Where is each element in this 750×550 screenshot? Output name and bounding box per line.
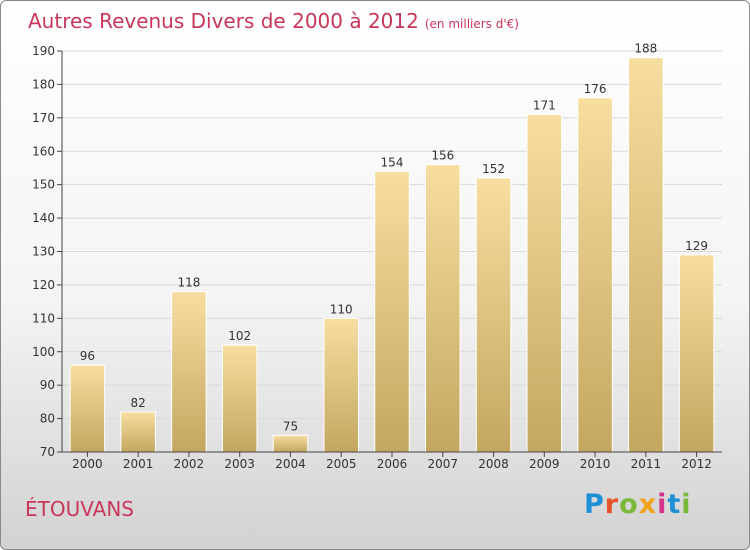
data-label: 171 [533, 98, 556, 112]
x-tick-label: 2008 [478, 457, 509, 471]
bar-2007 [425, 164, 461, 453]
bar-2003 [221, 344, 258, 453]
bar-2001 [120, 411, 156, 453]
bar-2005 [323, 317, 359, 453]
data-label: 75 [283, 419, 298, 433]
bar-2010 [577, 97, 613, 453]
data-label: 96 [80, 349, 95, 363]
data-label: 156 [431, 149, 454, 163]
y-tick-label: 100 [32, 345, 55, 359]
bars-group: 96 82 118 102 75 110 154 156 152 171 176 188 129 [69, 42, 715, 453]
data-label: 188 [634, 42, 657, 56]
x-tick-label: 2011 [631, 457, 662, 471]
data-label: 176 [584, 82, 607, 96]
bar-2008 [475, 177, 512, 453]
logo-letter: r [604, 489, 620, 520]
chart-title-text: Autres Revenus Divers de 2000 à 2012 [28, 9, 419, 33]
logo-letter: x [638, 489, 658, 520]
logo-letter: i [657, 489, 668, 520]
chart-title: Autres Revenus Divers de 2000 à 2012 (en … [28, 9, 519, 33]
bar-2004 [272, 434, 309, 453]
data-label: 82 [131, 396, 146, 410]
y-tick-label: 160 [32, 144, 55, 158]
bar-2012 [678, 254, 715, 453]
x-tick-label: 2005 [326, 457, 357, 471]
x-tick-label: 2000 [72, 457, 103, 471]
data-label: 152 [482, 162, 505, 176]
y-tick-label: 70 [40, 445, 55, 459]
proxiti-logo: Proxiti [584, 489, 692, 520]
y-tick-label: 140 [32, 211, 55, 225]
x-tick-label: 2007 [427, 457, 458, 471]
logo-letter: P [584, 489, 605, 520]
chart-unit: (en milliers d'€) [424, 17, 519, 31]
x-tick-label: 2001 [123, 457, 154, 471]
x-tick-label: 2003 [224, 457, 255, 471]
y-tick-label: 150 [32, 178, 55, 192]
x-tick-label: 2002 [174, 457, 205, 471]
data-label: 154 [381, 155, 404, 169]
logo-letter: t [667, 489, 682, 520]
y-tick-label: 190 [32, 44, 55, 58]
axes: 70 80 90 100 110 120 130 140 150 160 170 180 190 2000… [32, 44, 722, 471]
data-label: 118 [177, 276, 200, 290]
logo-letter: i [681, 489, 692, 520]
data-label: 129 [685, 239, 708, 253]
y-tick-label: 120 [32, 278, 55, 292]
x-tick-label: 2012 [681, 457, 712, 471]
x-tick-label: 2010 [580, 457, 611, 471]
bar-2002 [171, 291, 207, 453]
x-tick-label: 2004 [275, 457, 306, 471]
y-tick-label: 170 [32, 111, 55, 125]
data-label: 102 [228, 329, 251, 343]
y-tick-label: 110 [32, 311, 55, 325]
x-tick-label: 2006 [377, 457, 408, 471]
y-tick-label: 180 [32, 77, 55, 91]
y-tick-label: 80 [40, 412, 55, 426]
data-label: 110 [330, 302, 353, 316]
logo-letter: o [619, 489, 639, 520]
bar-2011 [628, 57, 664, 453]
y-tick-label: 130 [32, 245, 55, 259]
bar-2000 [69, 364, 106, 453]
bar-2006 [374, 170, 410, 453]
x-tick-label: 2009 [529, 457, 560, 471]
town-name: ÉTOUVANS [25, 497, 134, 521]
y-tick-label: 90 [40, 378, 55, 392]
bar-2009 [526, 113, 563, 453]
